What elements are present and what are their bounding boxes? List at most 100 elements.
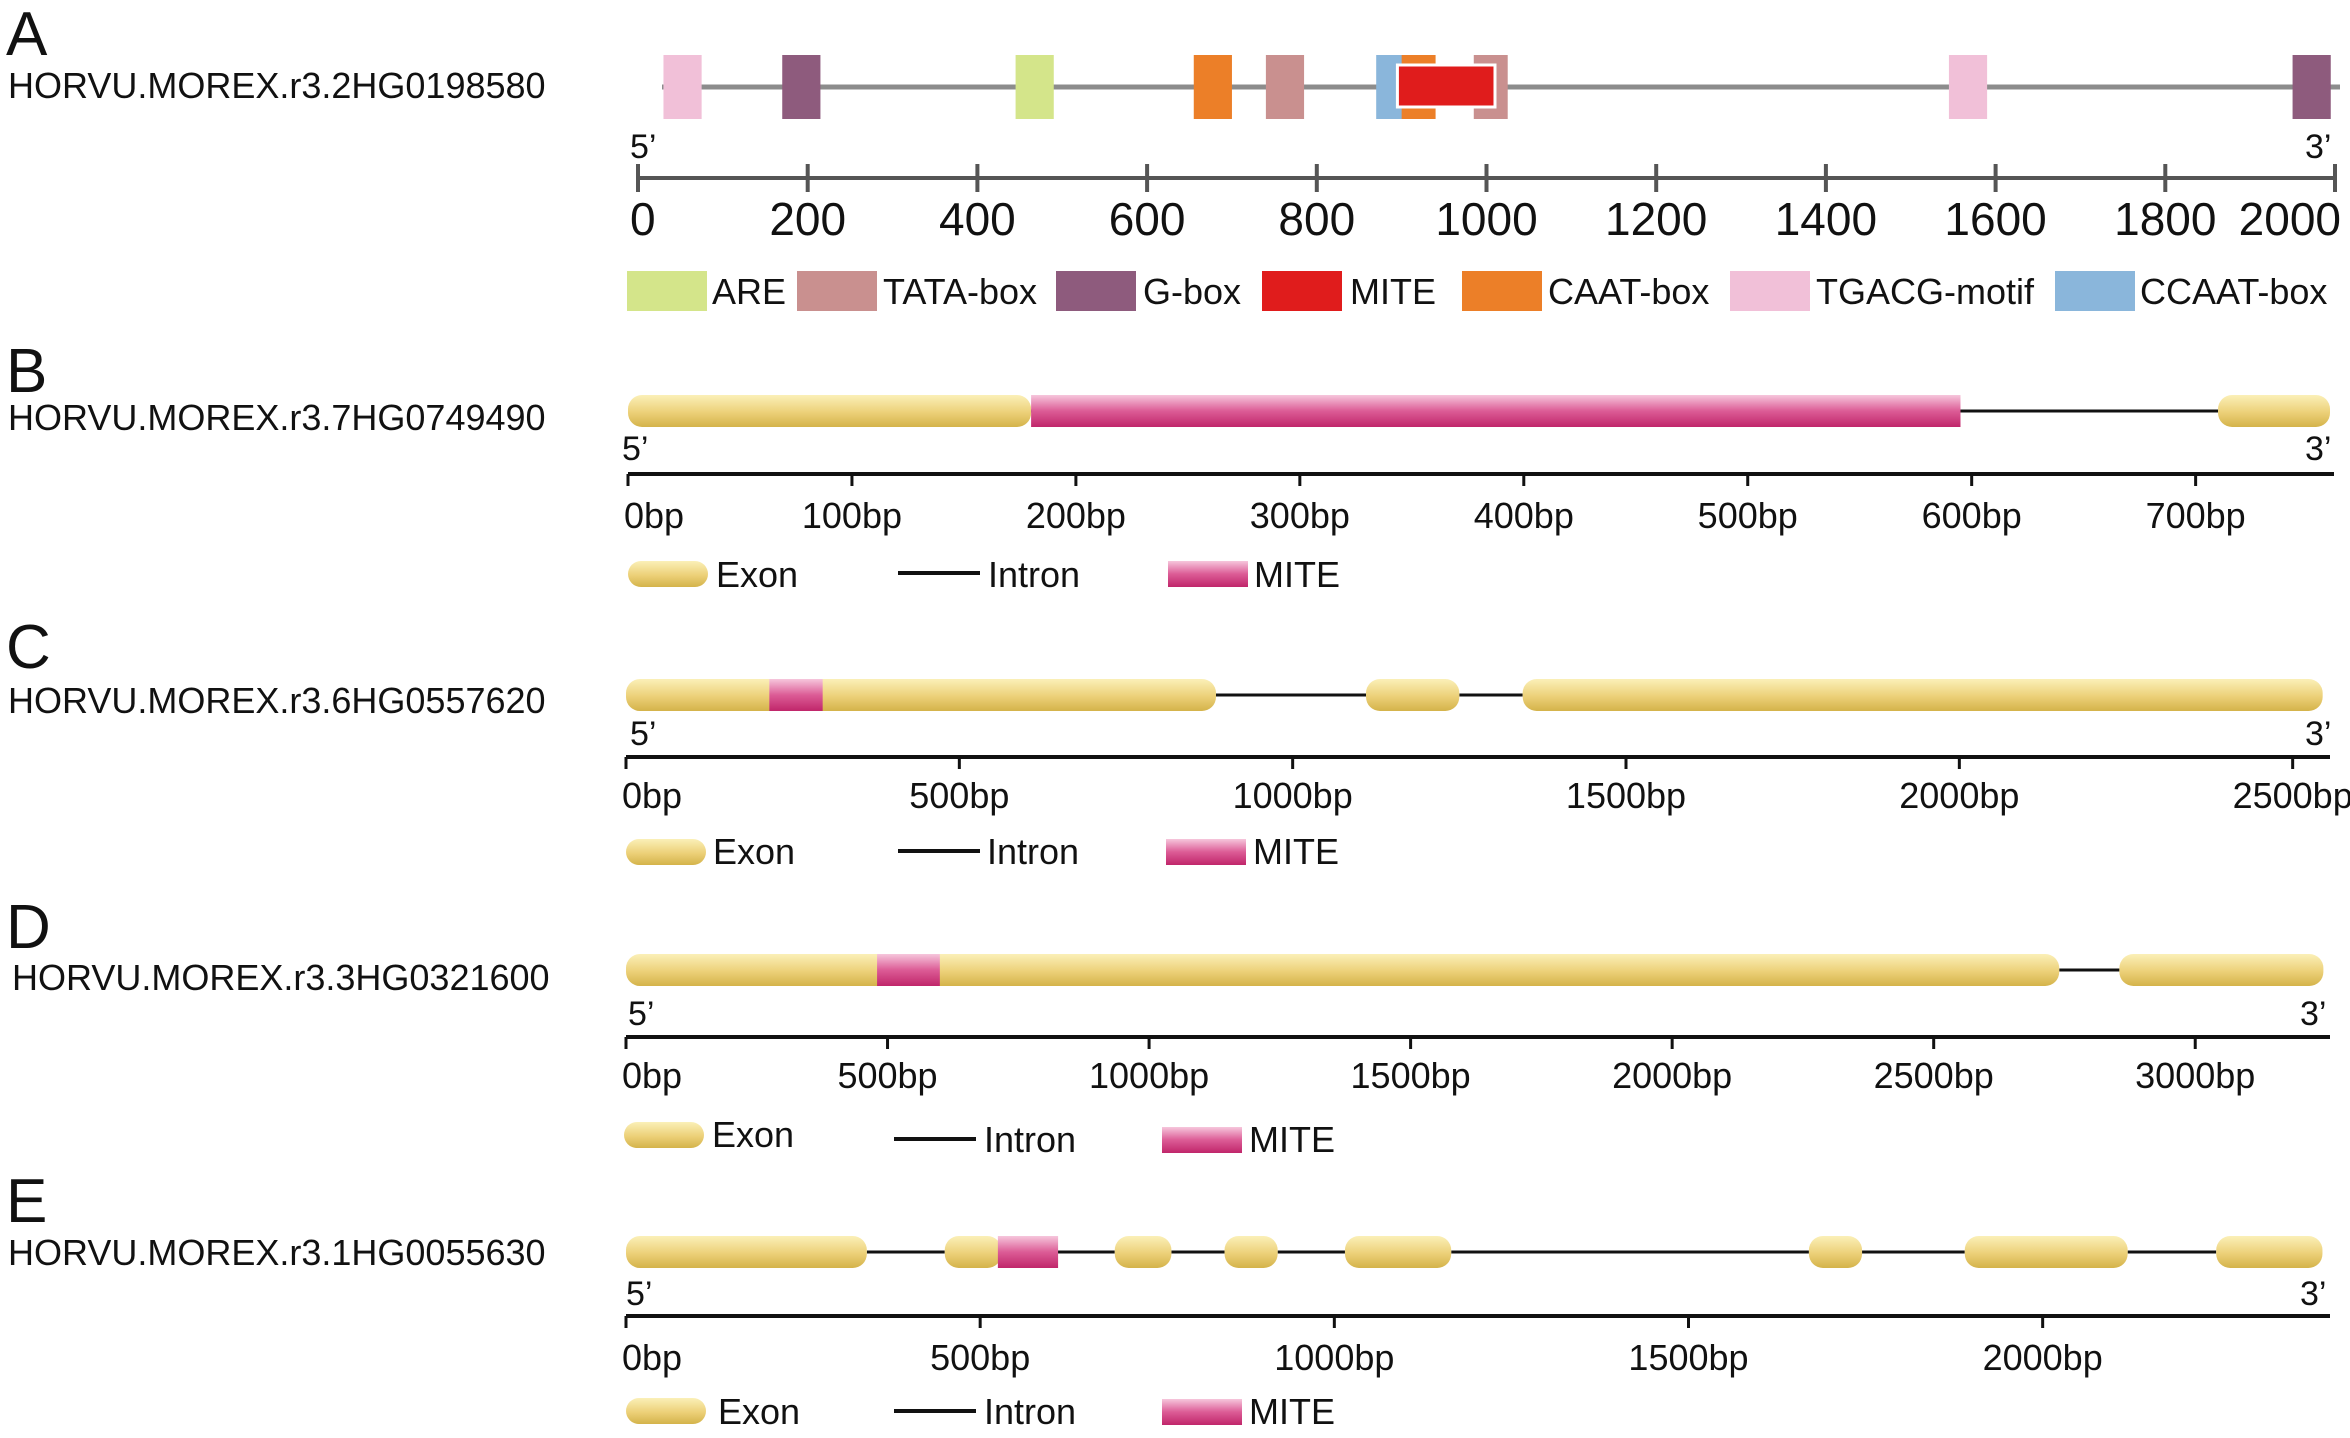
axis-tick-label-a-1: 200 [769,193,846,245]
axis-tick-label-2: 1000bp [1274,1337,1394,1378]
legend-e: Exon Intron MITE [626,1391,1335,1432]
axis-tick-label-6: 3000bp [2135,1055,2255,1096]
axis-tick-label-0: 0bp [624,495,684,536]
three-prime-label-d: 3’ [2300,995,2326,1033]
axis-tick-label-a-8: 1600 [1944,193,2046,245]
axis-tick-label-a-5: 1000 [1435,193,1537,245]
promoter-elements [663,55,2331,119]
exon-7 [1964,1236,2128,1268]
legend-intron-label-b: Intron [988,554,1080,595]
legend-swatch-are [627,271,707,311]
element-are-2 [1015,55,1054,119]
axis-tick-label-a-7: 1400 [1775,193,1877,245]
three-prime-label-a: 3’ [2305,128,2331,166]
axis-c: 0bp 500bp 1000bp 1500bp 2000bp 2500bp [622,755,2350,816]
exon-5 [1344,1236,1452,1268]
axis-tick-label-5: 2500bp [1874,1055,1994,1096]
legend-swatch-g-box [1056,271,1136,311]
axis-tick-label-a-4: 800 [1278,193,1355,245]
three-prime-label-e: 3’ [2300,1275,2326,1313]
legend-exon-swatch-b [628,561,708,587]
legend-swatch-tata-box [797,271,877,311]
gene-name-c: HORVU.MOREX.r3.6HG0557620 [8,680,546,721]
legend-exon-label-e: Exon [718,1391,800,1432]
legend-mite-label-e: MITE [1249,1391,1335,1432]
axis-tick-label-0: 0bp [622,1337,682,1378]
legend-mite-label-c: MITE [1253,831,1339,872]
panel-letter-b: B [6,337,47,406]
axis-tick-label-4: 2000bp [1899,775,2019,816]
legend-label-g-box: G-box [1143,271,1241,312]
five-prime-label-b: 5’ [622,430,648,468]
axis-tick-label-2: 1000bp [1089,1055,1209,1096]
legend-intron-label-d: Intron [984,1119,1076,1160]
axis-tick-label-a-6: 1200 [1605,193,1707,245]
three-prime-label-b: 3’ [2305,430,2331,468]
legend-mite-swatch-e [1162,1399,1242,1425]
exon-2 [2119,954,2324,986]
panel-letter-d: D [6,893,51,962]
axis-tick-label-3: 1500bp [1351,1055,1471,1096]
gene-name-d: HORVU.MOREX.r3.3HG0321600 [12,957,550,998]
panel-letter-e: E [6,1167,47,1236]
axis-tick-label-1: 100bp [802,495,902,536]
exon-2 [1366,679,1460,711]
axis-tick-label-6: 600bp [1922,495,2022,536]
panel-a: A HORVU.MOREX.r3.2HG0198580 5’ 3’ 0 200 40… [6,0,2341,312]
axis-tick-label-4: 2000bp [1983,1337,2103,1378]
legend-label-caat-box: CAAT-box [1548,271,1709,312]
legend-label-tgacg-motif: TGACG-motif [1816,271,2035,312]
exon-3 [1522,679,2323,711]
axis-tick-label-3: 300bp [1250,495,1350,536]
legend-exon-swatch-d [624,1122,704,1148]
axis-tick-label-a-0: 0 [630,193,656,245]
axis-tick-label-0: 0bp [622,775,682,816]
gene-name-b: HORVU.MOREX.r3.7HG0749490 [8,397,546,438]
axis-d: 0bp 500bp 1000bp 1500bp 2000bp 2500bp 3000bp [622,1035,2330,1096]
axis-tick-label-2: 200bp [1026,495,1126,536]
axis-e: 0bp 500bp 1000bp 1500bp 2000bp [622,1314,2330,1378]
mite-insertion-1 [769,679,823,711]
axis-tick-label-5: 2500bp [2233,775,2350,816]
legend-a: ARE TATA-box G-box MITE CAAT-box TGACG-motif C… [627,271,2327,312]
legend-mite-label-d: MITE [1249,1119,1335,1160]
legend-mite-swatch-d [1162,1127,1242,1153]
legend-c: Exon Intron MITE [626,831,1339,872]
axis-tick-label-7: 700bp [2146,495,2246,536]
panel-b: B HORVU.MOREX.r3.7HG0749490 5’ 3’ 0bp 100… [6,337,2334,595]
axis-ticks-a: 0 200 400 600 800 1000 1200 1400 1600 1800 2000 [630,164,2341,245]
legend-exon-label-b: Exon [716,554,798,595]
legend-intron-label-e: Intron [984,1391,1076,1432]
five-prime-label-c: 5’ [630,715,656,753]
element-g-box-10 [2292,55,2331,119]
five-prime-label-a: 5’ [630,128,656,166]
gene-structure-e [626,1236,2323,1268]
legend-swatch-mite [1262,271,1342,311]
legend-label-are: ARE [712,271,786,312]
legend-label-ccaat-box: CCAAT-box [2140,271,2327,312]
axis-tick-label-3: 1500bp [1628,1337,1748,1378]
gene-name-e: HORVU.MOREX.r3.1HG0055630 [8,1232,546,1273]
panel-e: E HORVU.MOREX.r3.1HG0055630 5’ 3’ 0bp 500… [6,1167,2330,1432]
legend-b: Exon Intron MITE [628,554,1340,595]
five-prime-label-e: 5’ [626,1275,652,1313]
axis-tick-label-1: 500bp [930,1337,1030,1378]
axis-tick-label-3: 1500bp [1566,775,1686,816]
gene-name-a: HORVU.MOREX.r3.2HG0198580 [8,65,546,106]
element-caat-box-3 [1193,55,1232,119]
exon-1 [626,1236,867,1268]
exon-6 [1808,1236,1863,1268]
axis-tick-label-1: 500bp [837,1055,937,1096]
legend-label-mite: MITE [1350,271,1436,312]
axis-tick-label-0: 0bp [622,1055,682,1096]
exon-8 [2216,1236,2323,1268]
exon-4 [1224,1236,1278,1268]
legend-swatch-ccaat-box [2055,271,2135,311]
axis-tick-label-a-10: 2000 [2239,193,2341,245]
legend-mite-swatch-b [1168,561,1248,587]
mite-insertion-1 [877,954,940,986]
legend-intron-label-c: Intron [987,831,1079,872]
axis-tick-label-2: 1000bp [1233,775,1353,816]
element-tata-box-4 [1265,55,1305,119]
legend-swatch-tgacg-motif [1730,271,1810,311]
